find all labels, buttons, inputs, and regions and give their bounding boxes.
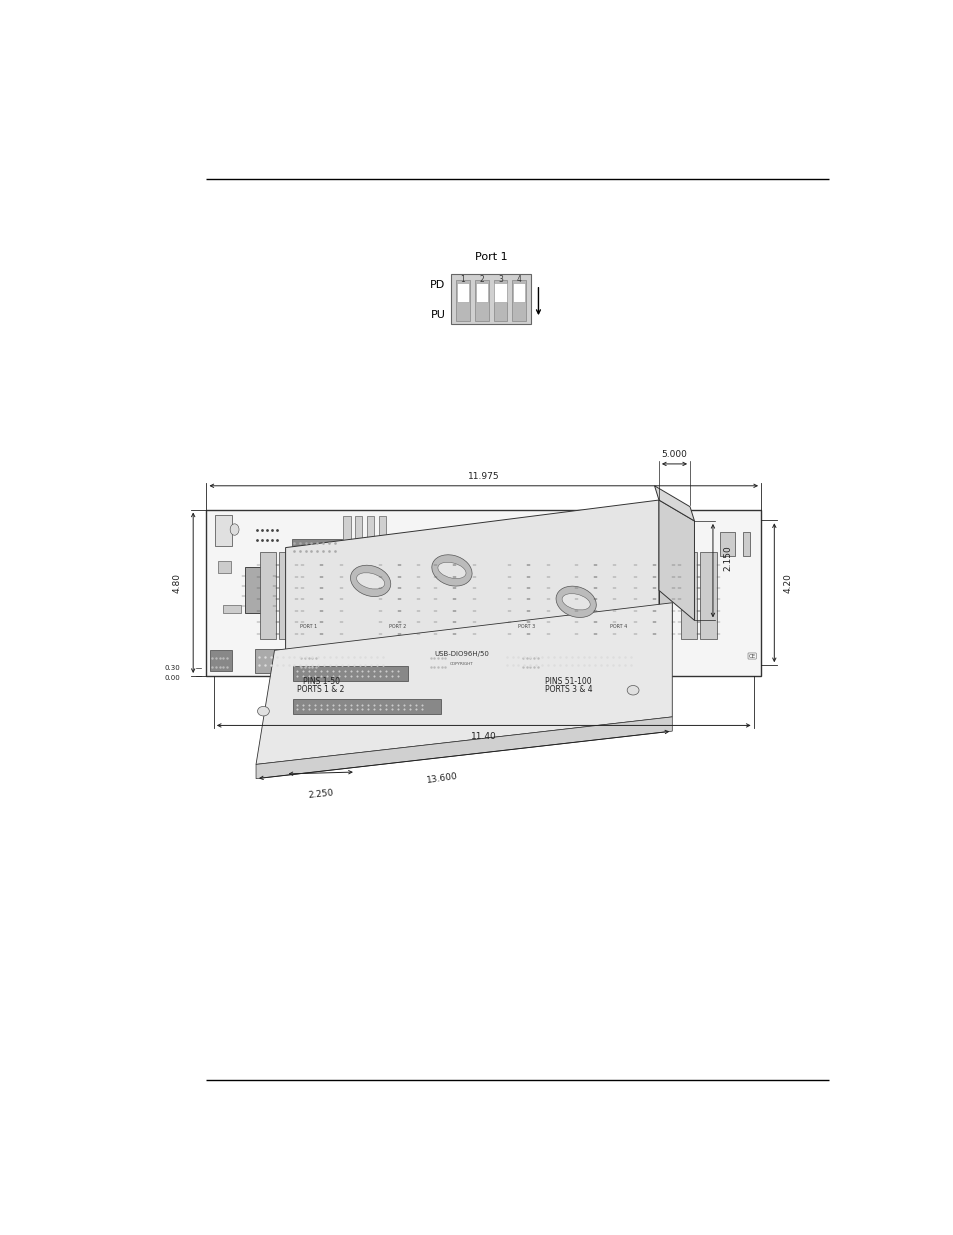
Bar	[298, 650, 321, 671]
Bar	[530, 552, 546, 640]
Bar	[451, 274, 531, 324]
Ellipse shape	[432, 555, 472, 587]
Bar	[245, 567, 273, 613]
Bar	[428, 650, 450, 671]
Bar	[304, 552, 320, 640]
Bar	[343, 516, 351, 540]
Text: PORTS 3 & 4: PORTS 3 & 4	[544, 685, 592, 694]
Text: PORT 1: PORT 1	[299, 624, 316, 629]
Bar	[456, 552, 472, 640]
Bar	[259, 552, 275, 640]
Bar	[436, 552, 453, 640]
Bar	[323, 552, 339, 640]
Bar	[513, 283, 525, 301]
Polygon shape	[285, 609, 659, 747]
Polygon shape	[255, 716, 672, 779]
Bar	[501, 648, 635, 673]
Ellipse shape	[626, 685, 639, 695]
Text: 4.20: 4.20	[782, 573, 791, 593]
Text: 1: 1	[460, 275, 465, 284]
Bar	[637, 552, 653, 640]
Text: 2.150: 2.150	[722, 545, 732, 571]
Text: 11.40: 11.40	[471, 732, 497, 741]
Text: PD: PD	[430, 280, 445, 290]
Text: PORTS 1 & 2: PORTS 1 & 2	[297, 685, 344, 694]
Text: PORT 2: PORT 2	[388, 624, 405, 629]
Bar	[456, 283, 469, 301]
Text: COPYRIGHT: COPYRIGHT	[449, 662, 473, 667]
Bar	[597, 552, 613, 640]
Text: 13.600: 13.600	[425, 772, 457, 785]
Bar	[741, 532, 749, 556]
Bar	[293, 699, 440, 714]
Bar	[222, 605, 241, 613]
Bar	[355, 516, 362, 540]
Text: PU: PU	[430, 310, 445, 320]
Ellipse shape	[350, 566, 391, 597]
Bar	[280, 568, 296, 630]
Polygon shape	[659, 500, 694, 620]
Ellipse shape	[556, 587, 596, 618]
Ellipse shape	[230, 524, 239, 535]
Text: PINS 51-100: PINS 51-100	[545, 678, 592, 687]
Text: CE: CE	[748, 653, 755, 658]
Text: 2.250: 2.250	[307, 788, 334, 800]
Bar	[400, 552, 416, 640]
Bar	[680, 552, 697, 640]
Text: PORT 4: PORT 4	[610, 624, 627, 629]
Bar	[512, 280, 526, 321]
Polygon shape	[255, 603, 672, 764]
Bar	[217, 562, 231, 573]
Bar	[215, 515, 232, 546]
Text: 4.80: 4.80	[172, 573, 181, 593]
Bar	[511, 552, 527, 640]
Bar	[293, 666, 407, 680]
Bar	[577, 552, 594, 640]
Text: PORT 3: PORT 3	[517, 624, 535, 629]
Bar	[656, 552, 672, 640]
Bar	[520, 650, 542, 671]
Text: 5.000: 5.000	[660, 451, 687, 459]
Ellipse shape	[561, 594, 590, 610]
Text: 3: 3	[497, 275, 502, 284]
Bar	[210, 650, 233, 671]
Ellipse shape	[356, 573, 384, 589]
Text: 2: 2	[478, 275, 483, 284]
Bar	[306, 568, 322, 630]
Text: 0.00: 0.00	[165, 674, 180, 680]
Text: PINS 1-50: PINS 1-50	[302, 678, 339, 687]
Bar	[494, 283, 506, 301]
Bar	[292, 538, 341, 556]
Text: Port 1: Port 1	[475, 252, 507, 262]
Ellipse shape	[257, 706, 269, 716]
Bar	[278, 552, 294, 640]
Bar	[493, 280, 507, 321]
Bar	[381, 552, 397, 640]
Bar	[475, 280, 488, 321]
Bar	[524, 561, 554, 601]
Bar	[720, 532, 735, 556]
Polygon shape	[285, 500, 659, 657]
Text: 0.30: 0.30	[165, 666, 180, 672]
Bar	[700, 552, 716, 640]
Polygon shape	[654, 485, 694, 521]
Text: 11.975: 11.975	[468, 472, 499, 482]
Bar	[456, 280, 470, 321]
Text: 4: 4	[517, 275, 521, 284]
Ellipse shape	[437, 562, 465, 578]
Bar	[367, 516, 374, 540]
Bar	[254, 648, 387, 673]
Text: USB-DIO96H/50: USB-DIO96H/50	[434, 651, 489, 657]
Bar	[206, 510, 760, 676]
Bar	[476, 283, 487, 301]
Bar	[378, 516, 386, 540]
